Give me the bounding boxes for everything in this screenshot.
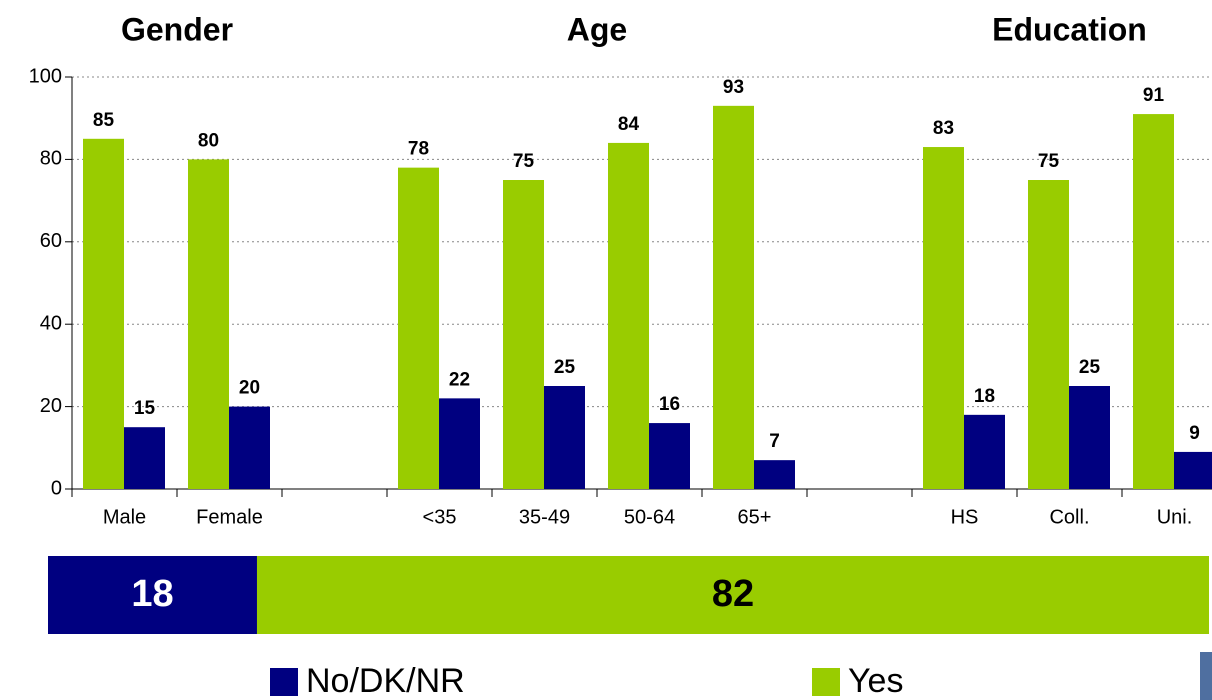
value-label: 25 <box>554 357 576 378</box>
bar <box>1174 451 1212 489</box>
value-label: 7 <box>769 431 780 452</box>
value-label: 78 <box>408 139 429 160</box>
stacked-segment <box>48 556 257 634</box>
bar <box>439 398 480 489</box>
y-tick-label: 100 <box>29 65 62 87</box>
bar <box>503 180 544 489</box>
value-label: 83 <box>933 118 954 139</box>
y-tick-label: 0 <box>51 477 62 499</box>
value-label: 91 <box>1143 85 1165 106</box>
bar <box>124 427 165 489</box>
x-tick-label: 50-64 <box>624 506 675 528</box>
segment-label: 18 <box>131 573 173 615</box>
value-label: 75 <box>513 151 535 172</box>
x-tick-label: Coll. <box>1049 506 1089 528</box>
legend-label: Yes <box>848 662 903 700</box>
y-tick-label: 80 <box>40 148 62 170</box>
value-label: 80 <box>198 130 219 151</box>
x-tick-label: Female <box>196 506 263 528</box>
value-label: 20 <box>239 378 260 399</box>
value-label: 75 <box>1038 151 1060 172</box>
bar <box>544 386 585 489</box>
decoration <box>1200 652 1212 700</box>
stacked-segment <box>256 556 1210 634</box>
value-label: 22 <box>449 369 470 390</box>
value-label: 15 <box>134 398 156 419</box>
bar <box>1069 386 1110 489</box>
bar <box>923 147 964 490</box>
bar <box>188 159 229 489</box>
value-label: 84 <box>618 114 640 135</box>
bar <box>713 105 754 489</box>
bar <box>398 167 439 489</box>
bar <box>1028 180 1069 489</box>
bar <box>1133 114 1174 489</box>
x-tick-label: <35 <box>423 506 457 528</box>
group-title: Gender <box>121 11 233 47</box>
x-tick-label: 35-49 <box>519 506 570 528</box>
bar <box>649 423 690 489</box>
group-title: Age <box>567 11 627 47</box>
x-tick-label: HS <box>951 506 979 528</box>
legend-label: No/DK/NR <box>306 662 465 700</box>
bar <box>964 414 1005 489</box>
bar <box>754 460 795 489</box>
x-tick-label: 65+ <box>738 506 772 528</box>
value-label: 93 <box>723 77 744 98</box>
bar <box>83 138 124 490</box>
y-tick-label: 60 <box>40 230 62 252</box>
y-tick-label: 20 <box>40 395 62 417</box>
value-label: 25 <box>1079 357 1101 378</box>
bar <box>608 142 649 490</box>
value-label: 85 <box>93 110 115 131</box>
legend-swatch <box>270 668 298 696</box>
value-label: 9 <box>1189 423 1200 444</box>
segment-label: 82 <box>712 573 754 615</box>
value-label: 18 <box>974 386 995 407</box>
y-tick-label: 40 <box>40 312 62 334</box>
group-title: Education <box>992 11 1147 47</box>
legend-swatch <box>812 668 840 696</box>
bar <box>229 406 270 489</box>
x-tick-label: Uni. <box>1157 506 1193 528</box>
value-label: 16 <box>659 394 680 415</box>
x-tick-label: Male <box>103 506 146 528</box>
